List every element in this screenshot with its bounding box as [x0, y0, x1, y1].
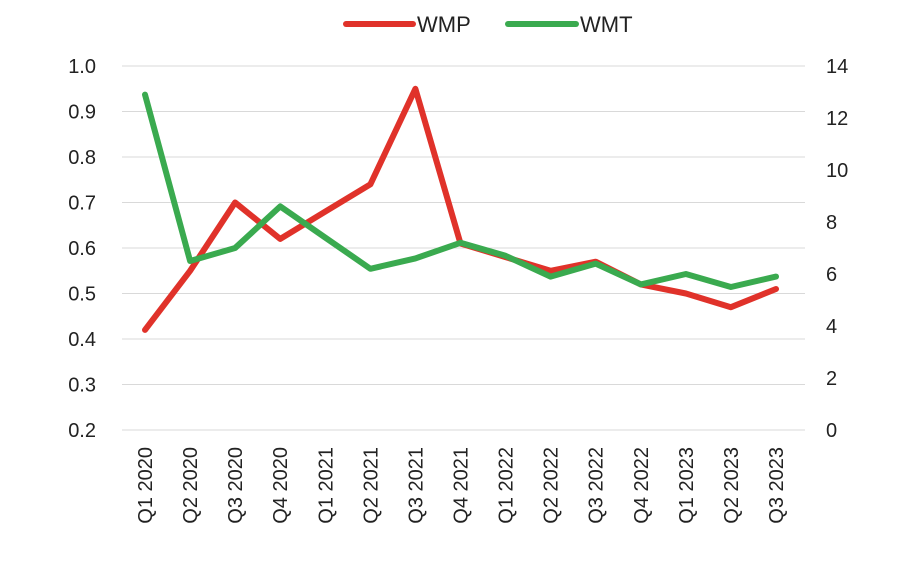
- x-tick-label: Q2 2023: [721, 447, 743, 524]
- x-tick-label: Q3 2022: [586, 447, 608, 524]
- right-tick-label: 8: [826, 212, 837, 234]
- right-tick-label: 12: [826, 108, 848, 130]
- legend-label-wmp: WMP: [417, 12, 471, 37]
- legend-label-wmt: WMT: [580, 12, 633, 37]
- series-line-wmt: [142, 91, 779, 290]
- x-tick-label: Q4 2022: [631, 447, 653, 524]
- right-tick-label: 0: [826, 420, 837, 442]
- x-tick-label: Q4 2021: [451, 447, 473, 524]
- left-tick-label: 1.0: [68, 56, 96, 78]
- x-tick-label: Q2 2021: [360, 447, 382, 524]
- left-tick-label: 0.9: [68, 102, 96, 124]
- x-tick-label: Q2 2020: [180, 447, 202, 524]
- x-tick-label: Q3 2023: [766, 447, 788, 524]
- right-tick-label: 14: [826, 56, 848, 78]
- left-tick-label: 0.2: [68, 420, 96, 442]
- left-tick-label: 0.6: [68, 238, 96, 260]
- left-tick-label: 0.3: [68, 375, 96, 397]
- x-tick-label: Q1 2022: [496, 447, 518, 524]
- x-tick-label: Q1 2020: [135, 447, 157, 524]
- left-axis-ticks: 1.0 0.9 0.8 0.7 0.6 0.5 0.4 0.3 0.2: [68, 56, 96, 442]
- right-tick-label: 2: [826, 368, 837, 390]
- x-tick-label: Q4 2020: [270, 447, 292, 524]
- left-tick-label: 0.8: [68, 147, 96, 169]
- left-tick-label: 0.7: [68, 193, 96, 215]
- left-tick-label: 0.4: [68, 329, 96, 351]
- x-tick-label: Q1 2021: [315, 447, 337, 524]
- right-tick-label: 4: [826, 316, 837, 338]
- right-axis-ticks: 14 12 10 8 6 4 2 0: [826, 56, 848, 442]
- left-tick-label: 0.5: [68, 284, 96, 306]
- series-lines: [142, 85, 779, 333]
- right-tick-label: 6: [826, 264, 837, 286]
- x-tick-label: Q3 2020: [225, 447, 247, 524]
- x-axis-ticks: Q1 2020 Q2 2020 Q3 2020 Q4 2020 Q1 2021 Q2 20…: [135, 447, 788, 524]
- x-tick-label: Q1 2023: [676, 447, 698, 524]
- x-tick-label: Q2 2022: [541, 447, 563, 524]
- x-tick-label: Q3 2021: [405, 447, 427, 524]
- right-tick-label: 10: [826, 160, 848, 182]
- legend: WMP WMT: [343, 12, 633, 37]
